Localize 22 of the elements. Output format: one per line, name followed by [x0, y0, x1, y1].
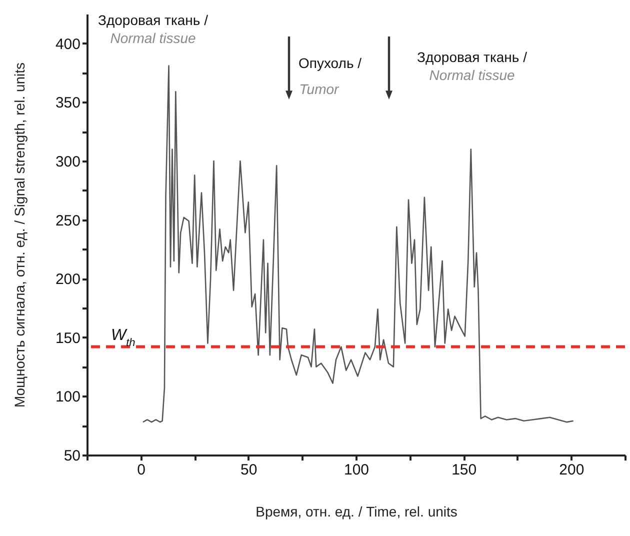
y-axis-title: Мощность сигнала, отн. ед. / Signal strength, rel. units	[11, 62, 28, 408]
y-tick-label: 200	[55, 271, 80, 288]
annotation: Normal tissue	[429, 67, 515, 83]
annotation: Здоровая ткань /	[417, 49, 528, 65]
annotation: Опухоль /	[298, 55, 362, 71]
y-tick-label: 350	[55, 94, 80, 112]
x-tick-label: 150	[452, 462, 477, 478]
x-axis-title: Время, отн. ед. / Time, rel. units	[256, 504, 458, 520]
annotation: Normal tissue	[110, 30, 196, 46]
y-tick-label: 300	[55, 154, 80, 170]
annotation: Tumor	[299, 81, 340, 97]
y-tick-label: 100	[55, 388, 80, 406]
annotation: Здоровая ткань /	[98, 12, 208, 28]
ref-line-label: W$_{th}$	[111, 326, 136, 349]
y-tick-label: 150	[55, 330, 80, 347]
x-tick-label: 100	[344, 462, 370, 478]
x-tick-label: 0	[137, 462, 146, 478]
y-tick-label: 250	[55, 212, 80, 230]
x-tick-label: 50	[240, 462, 258, 478]
x-tick-label: 200	[559, 462, 584, 478]
y-tick-label: 400	[55, 36, 80, 53]
y-tick-label: 50	[64, 448, 80, 464]
